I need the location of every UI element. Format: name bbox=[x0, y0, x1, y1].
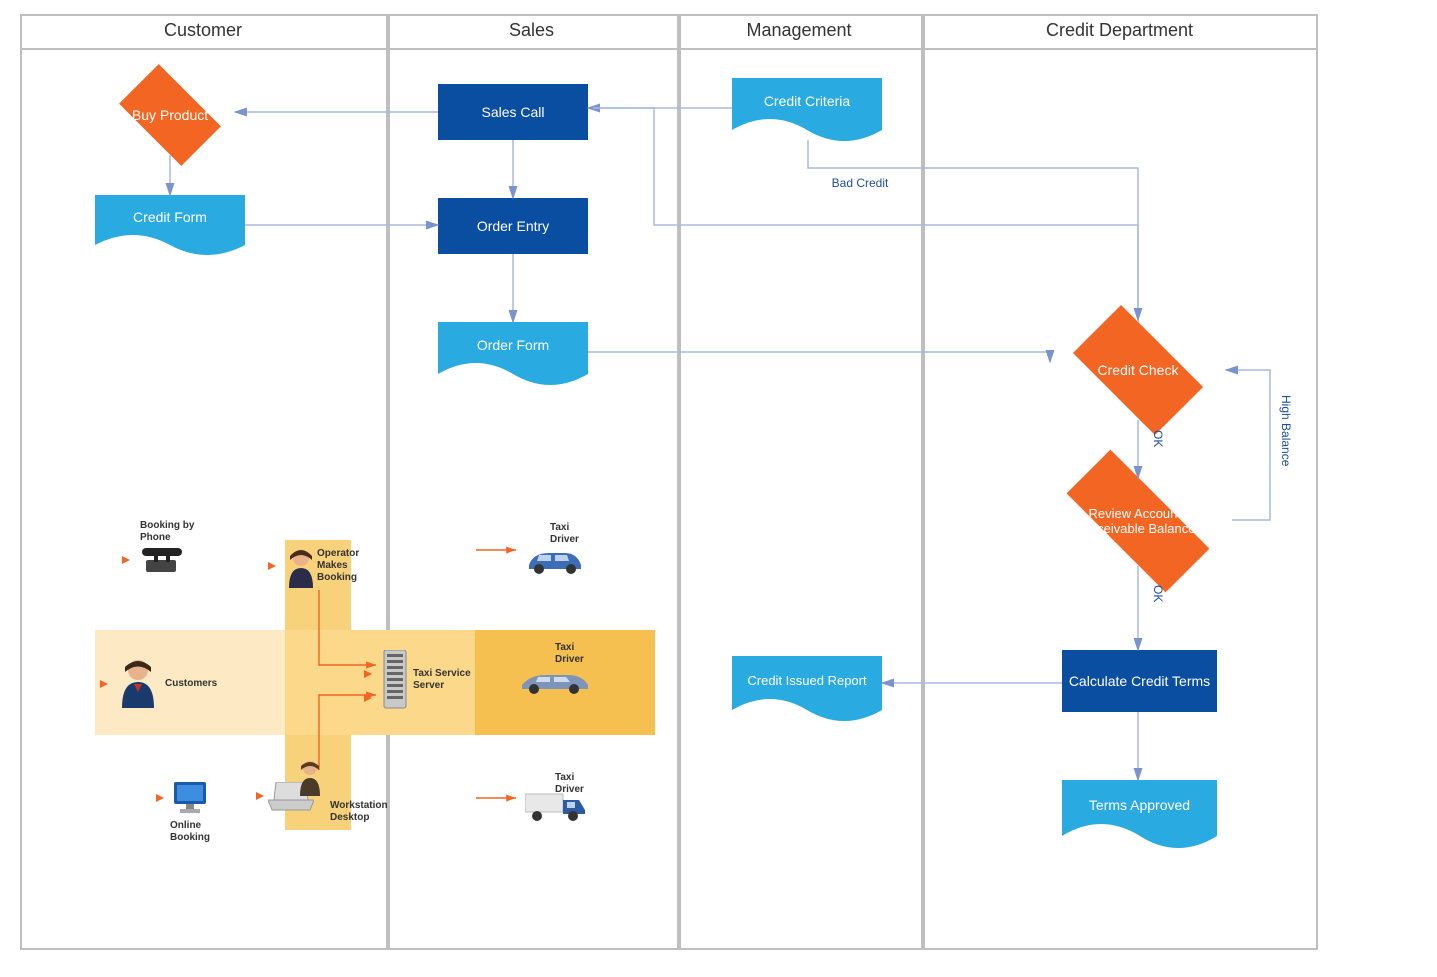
customer-icon bbox=[118, 658, 158, 708]
node-credit-form-label: Credit Form bbox=[95, 195, 245, 239]
node-review-balance-label: Review Accounts Receivable Balance bbox=[1068, 506, 1208, 536]
node-buy-product-label: Buy Product bbox=[126, 107, 214, 123]
node-order-form-label: Order Form bbox=[438, 322, 588, 368]
swimlane-canvas: Customer Sales Management Credit Departm… bbox=[0, 0, 1437, 977]
mini-label-server: Taxi Service Server bbox=[413, 668, 473, 692]
operator-icon bbox=[286, 548, 316, 588]
lane-header-customer: Customer bbox=[20, 14, 386, 50]
node-credit-criteria-label: Credit Criteria bbox=[732, 78, 882, 124]
mini-label-operator: Operator Makes Booking bbox=[317, 548, 387, 584]
mini-label-workstation: Workstation Desktop bbox=[330, 800, 410, 824]
monitor-icon bbox=[172, 780, 212, 816]
node-order-entry: Order Entry bbox=[438, 198, 588, 254]
node-calc-terms: Calculate Credit Terms bbox=[1062, 650, 1217, 712]
mini-label-customers: Customers bbox=[165, 678, 217, 690]
lane-div-3 bbox=[921, 14, 925, 950]
car2-icon bbox=[520, 665, 590, 695]
node-credit-issued-label: Credit Issued Report bbox=[732, 656, 882, 704]
edge-label-ok2: OK bbox=[1151, 585, 1165, 602]
mini-label-taxi1: Taxi Driver bbox=[550, 522, 600, 546]
mini-label-taxi3: Taxi Driver bbox=[555, 772, 605, 796]
mini-label-booking-phone: Booking by Phone bbox=[140, 520, 220, 544]
edge-label-bad-credit: Bad Credit bbox=[830, 176, 890, 190]
phone-icon bbox=[142, 542, 186, 576]
mini-label-taxi2: Taxi Driver bbox=[555, 642, 605, 666]
edge-label-high-balance: High Balance bbox=[1279, 395, 1293, 466]
lane-header-management: Management bbox=[677, 14, 921, 50]
car1-icon bbox=[525, 545, 585, 575]
node-sales-call: Sales Call bbox=[438, 84, 588, 140]
lane-header-credit: Credit Department bbox=[921, 14, 1318, 50]
lane-div-2 bbox=[677, 14, 681, 950]
lane-header-sales: Sales bbox=[386, 14, 677, 50]
mini-label-online: Online Booking bbox=[170, 820, 230, 844]
server-icon bbox=[382, 650, 408, 710]
workstation-person-icon bbox=[296, 760, 324, 796]
node-terms-approved-label: Terms Approved bbox=[1062, 780, 1217, 830]
node-credit-check-label: Credit Check bbox=[1080, 362, 1196, 378]
edge-label-ok1: OK bbox=[1151, 430, 1165, 447]
